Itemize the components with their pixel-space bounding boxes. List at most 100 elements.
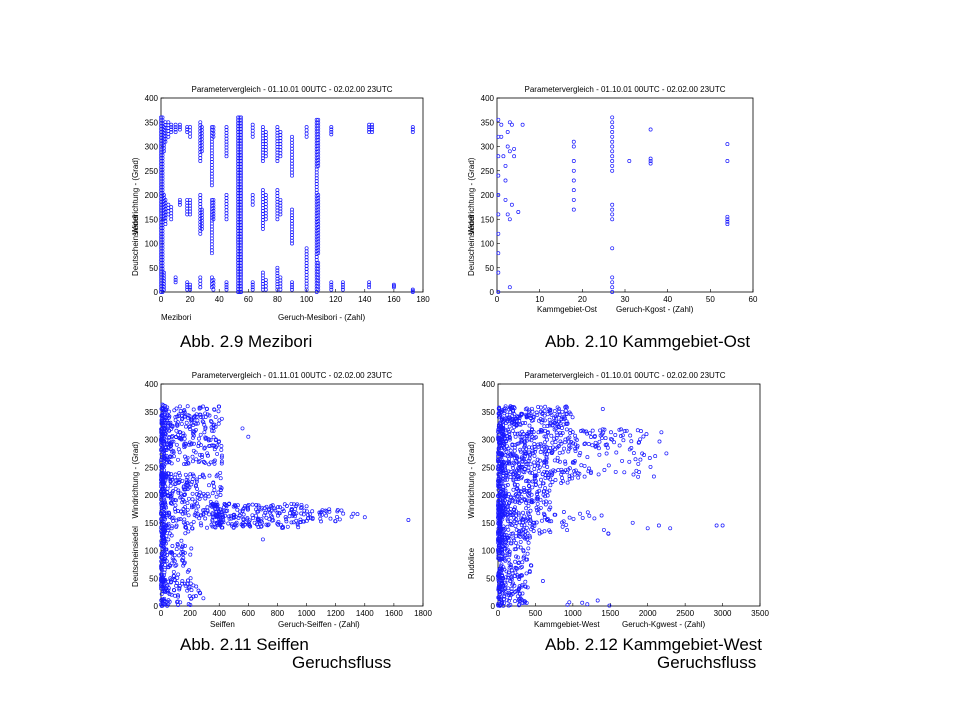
- scatter-point: [534, 410, 539, 415]
- scatter-point: [159, 538, 164, 543]
- scatter-point: [496, 251, 501, 256]
- scatter-point: [609, 430, 613, 435]
- scatter-point: [172, 578, 177, 583]
- scatter-point: [542, 424, 547, 429]
- y-tick-label: 300: [481, 143, 495, 152]
- scatter-point: [610, 149, 615, 154]
- scatter-point: [617, 443, 622, 448]
- scatter-point: [275, 156, 280, 161]
- scatter-point: [213, 438, 218, 443]
- scatter-point: [290, 285, 294, 290]
- scatter-point: [164, 445, 168, 450]
- caption-seiffen: Abb. 2.11 Seiffen Geruchsfluss: [180, 636, 391, 672]
- x-tick-label: 180: [416, 295, 430, 304]
- scatter-point: [506, 492, 511, 497]
- y-tick-label: 0: [490, 288, 495, 297]
- scatter-point: [528, 508, 533, 513]
- scatter-point: [501, 473, 506, 478]
- scatter-point: [527, 491, 532, 496]
- scatter-point: [218, 476, 223, 481]
- scatter-point: [159, 115, 163, 120]
- scatter-point: [725, 214, 730, 219]
- scatter-point: [507, 551, 512, 556]
- scatter-point: [164, 559, 169, 564]
- scatter-point: [198, 193, 203, 197]
- scatter-point: [564, 522, 569, 527]
- scatter-point: [631, 451, 636, 456]
- scatter-point: [512, 461, 517, 466]
- scatter-point: [177, 587, 182, 592]
- scatter-point: [159, 573, 164, 578]
- scatter-point: [659, 430, 664, 435]
- scatter-point: [166, 440, 171, 445]
- scatter-point: [610, 246, 615, 251]
- scatter-point: [318, 516, 323, 521]
- scatter-point: [504, 421, 508, 426]
- scatter-point: [181, 563, 186, 568]
- scatter-point: [513, 599, 517, 604]
- scatter-point: [188, 197, 193, 202]
- y-tick-label: 400: [481, 94, 495, 103]
- scatter-point: [648, 127, 653, 132]
- scatter-point: [370, 125, 375, 130]
- x-tick-label: 2500: [676, 609, 694, 618]
- scatter-point: [521, 548, 526, 553]
- scatter-point: [526, 458, 531, 463]
- scatter-point: [260, 537, 265, 542]
- scatter-point: [180, 413, 185, 418]
- scatter-point: [597, 439, 602, 444]
- scatter-point: [496, 117, 501, 122]
- scatter-point: [211, 214, 216, 219]
- scatter-point: [508, 494, 513, 499]
- scatter-point: [543, 428, 548, 433]
- scatter-point: [657, 439, 662, 444]
- scatter-point: [610, 212, 615, 217]
- x-tick-label: 1200: [327, 609, 345, 618]
- scatter-point: [543, 494, 548, 499]
- scatter-point: [530, 471, 535, 476]
- scatter-point: [499, 540, 504, 545]
- x-tick-label: 50: [706, 295, 715, 304]
- scatter-point: [263, 193, 268, 197]
- scatter-point: [164, 533, 169, 538]
- scatter-point: [513, 559, 518, 564]
- scatter-point: [170, 516, 174, 521]
- scatter-point: [173, 481, 178, 486]
- scatter-point: [171, 449, 176, 454]
- scatter-point: [169, 592, 174, 597]
- scatter-point: [256, 503, 261, 508]
- scatter-point: [197, 412, 202, 417]
- scatter-point: [243, 522, 247, 527]
- y-tick-label: 150: [482, 519, 496, 528]
- scatter-point: [507, 434, 512, 439]
- scatter-point: [547, 519, 552, 524]
- scatter-point: [341, 511, 346, 516]
- scatter-point: [516, 512, 521, 517]
- scatter-point: [545, 452, 550, 457]
- scatter-point: [327, 509, 332, 514]
- scatter-point: [496, 529, 501, 534]
- scatter-point: [203, 415, 208, 419]
- scatter-point: [198, 120, 203, 125]
- scatter-point: [277, 511, 282, 516]
- scatter-point: [522, 514, 527, 519]
- scatter-point: [552, 436, 557, 441]
- scatter-point: [163, 408, 168, 413]
- scatter-point: [496, 510, 500, 515]
- scatter-point: [514, 492, 519, 497]
- scatter-point: [202, 430, 207, 435]
- scatter-point: [243, 504, 248, 509]
- scatter-point: [528, 563, 533, 568]
- scatter-point: [521, 555, 526, 560]
- scatter-point: [290, 210, 294, 215]
- scatter-point: [552, 409, 557, 414]
- scatter-point: [509, 565, 514, 570]
- scatter-point: [186, 461, 191, 466]
- scatter-point: [237, 513, 242, 518]
- scatter-point: [163, 197, 168, 202]
- scatter-point: [220, 525, 225, 530]
- scatter-point: [177, 412, 181, 417]
- scatter-point: [370, 122, 375, 127]
- x-tick-label: 1400: [356, 609, 374, 618]
- scatter-point: [553, 512, 558, 517]
